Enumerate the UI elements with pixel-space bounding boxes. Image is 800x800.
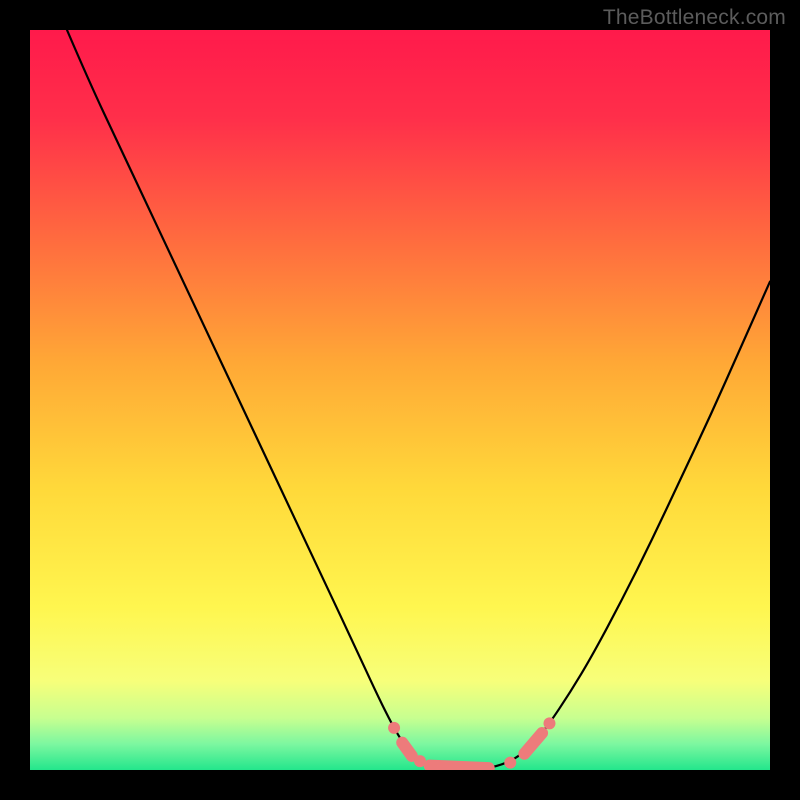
marker-dot [388,722,400,734]
marker-pill [430,766,489,769]
gradient-background [30,30,770,770]
marker-dot [504,757,516,769]
bottleneck-curve-chart [0,0,800,800]
marker-dot [543,717,555,729]
chart-frame: TheBottleneck.com [0,0,800,800]
marker-pill [402,743,412,756]
watermark-text: TheBottleneck.com [603,6,786,30]
